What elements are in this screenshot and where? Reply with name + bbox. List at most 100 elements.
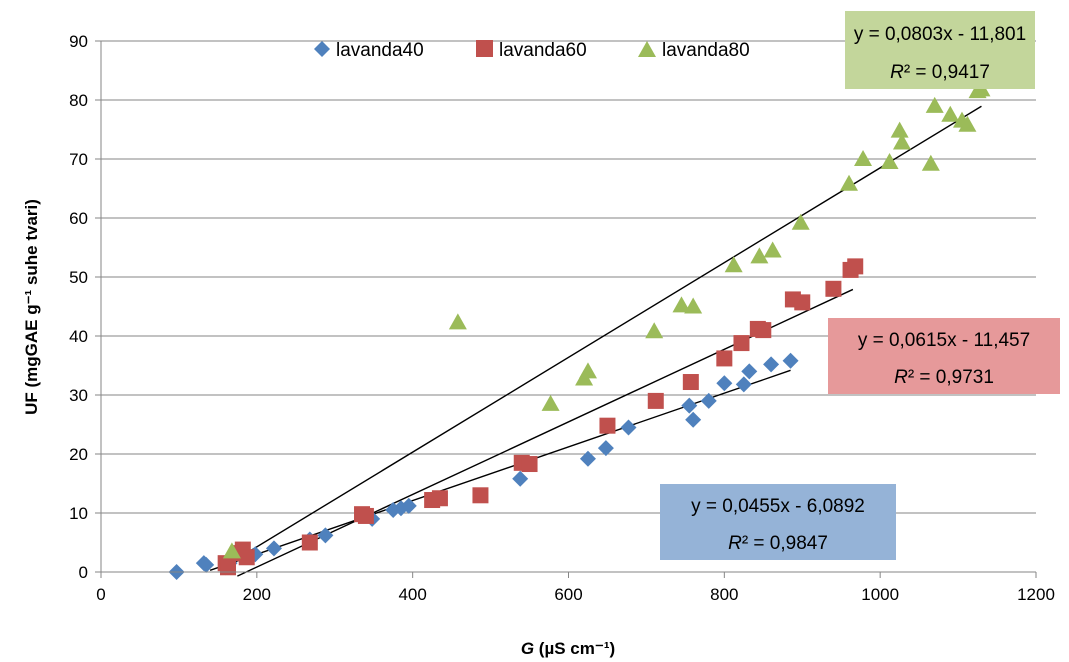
point-lavanda60 xyxy=(599,417,616,434)
point-lavanda40 xyxy=(763,356,780,373)
equation-box-lavanda80: y = 0,0803x - 11,801 R² = 0,9417 xyxy=(845,11,1035,89)
equation-box-lavanda60: y = 0,0615x - 11,457 R² = 0,9731 xyxy=(828,318,1060,394)
gridlines xyxy=(101,40,1036,514)
point-lavanda60 xyxy=(357,507,374,524)
point-lavanda60 xyxy=(431,490,448,507)
x-axis-title-italic: G xyxy=(521,639,534,658)
point-lavanda40 xyxy=(265,540,282,557)
point-lavanda60 xyxy=(521,456,538,473)
legend-marker-triangle xyxy=(638,41,656,57)
point-lavanda80 xyxy=(448,313,467,330)
point-lavanda80 xyxy=(724,256,743,273)
r2-lavanda60: R² = 0,9731 xyxy=(894,367,994,388)
point-lavanda80 xyxy=(840,174,858,191)
point-lavanda40 xyxy=(782,352,799,369)
point-lavanda60 xyxy=(238,549,255,566)
point-lavanda60 xyxy=(847,258,864,275)
point-lavanda40 xyxy=(681,397,698,414)
y-tick-label: 40 xyxy=(69,327,88,346)
point-lavanda60 xyxy=(472,487,489,504)
point-lavanda40 xyxy=(597,440,614,457)
x-axis-title-units: (µS cm⁻¹) xyxy=(534,639,615,658)
point-lavanda80 xyxy=(222,542,241,559)
x-tick-label: 400 xyxy=(398,585,426,604)
x-tick-label: 200 xyxy=(243,585,271,604)
x-axis-title: G (µS cm⁻¹) xyxy=(521,639,615,658)
x-tick-label: 1200 xyxy=(1017,585,1055,604)
legend-item-lavanda80: lavanda80 xyxy=(638,40,750,61)
y-tick-label: 50 xyxy=(69,268,88,287)
point-lavanda80 xyxy=(854,150,873,166)
legend-label-lavanda80: lavanda80 xyxy=(662,40,750,61)
point-lavanda80 xyxy=(890,121,909,138)
y-tick-label: 10 xyxy=(69,504,88,523)
equation-box-lavanda40-bg xyxy=(660,484,896,560)
point-lavanda40 xyxy=(620,419,637,436)
legend-label-lavanda60: lavanda60 xyxy=(499,40,587,61)
point-lavanda80 xyxy=(880,152,899,169)
legend-label-lavanda40: lavanda40 xyxy=(336,40,424,61)
point-lavanda80 xyxy=(763,241,782,258)
point-lavanda40 xyxy=(700,392,717,409)
point-lavanda60 xyxy=(220,559,237,576)
legend-marker-diamond xyxy=(314,41,330,57)
equation-lavanda80: y = 0,0803x - 11,801 xyxy=(854,24,1026,45)
point-lavanda40 xyxy=(512,470,529,487)
point-lavanda80 xyxy=(892,133,911,150)
legend-marker-square xyxy=(476,40,493,57)
equation-box-lavanda40: y = 0,0455x - 6,0892 R² = 0,9847 xyxy=(660,484,896,560)
equation-lavanda40: y = 0,0455x - 6,0892 xyxy=(691,496,865,517)
point-lavanda40 xyxy=(735,376,752,393)
point-lavanda80 xyxy=(925,96,944,113)
y-tick-label: 60 xyxy=(69,209,88,228)
point-lavanda40 xyxy=(741,363,758,380)
point-lavanda40 xyxy=(400,497,417,514)
x-tick-labels: 0 200 400 600 800 1000 1200 xyxy=(96,585,1055,604)
y-tick-label: 70 xyxy=(69,150,88,169)
point-lavanda40 xyxy=(685,411,702,428)
trendline-lavanda60 xyxy=(237,288,854,577)
equation-lavanda60: y = 0,0615x - 11,457 xyxy=(858,330,1030,351)
legend: lavanda40 lavanda60 lavanda80 xyxy=(314,40,750,61)
legend-item-lavanda40: lavanda40 xyxy=(314,40,424,61)
y-tick-label: 90 xyxy=(69,32,88,51)
x-tick-label: 1000 xyxy=(861,585,899,604)
point-lavanda80 xyxy=(645,322,664,339)
legend-item-lavanda60: lavanda60 xyxy=(476,40,587,61)
point-lavanda40 xyxy=(579,450,596,467)
point-lavanda60 xyxy=(755,322,772,339)
data-points xyxy=(168,80,991,580)
y-tick-labels: 0 10 20 30 40 50 60 70 80 90 xyxy=(69,32,88,582)
point-lavanda60 xyxy=(733,335,750,352)
equation-box-lavanda60-bg xyxy=(828,318,1060,394)
point-lavanda60 xyxy=(301,534,318,551)
point-lavanda80 xyxy=(921,154,940,171)
point-lavanda80 xyxy=(941,105,960,122)
trendline-lavanda80 xyxy=(225,105,982,567)
point-lavanda60 xyxy=(647,392,664,409)
x-tick-label: 600 xyxy=(554,585,582,604)
y-axis-title: UF (mgGAE g⁻¹ suhe tvari) xyxy=(22,199,41,415)
point-lavanda40 xyxy=(198,556,215,573)
y-tick-label: 30 xyxy=(69,386,88,405)
equation-box-lavanda80-bg xyxy=(845,11,1035,89)
point-lavanda60 xyxy=(716,350,733,367)
y-tick-label: 20 xyxy=(69,445,88,464)
y-tick-label: 80 xyxy=(69,91,88,110)
r2-lavanda80: R² = 0,9417 xyxy=(890,62,990,83)
point-lavanda80 xyxy=(541,394,560,411)
point-lavanda40 xyxy=(716,375,733,392)
point-lavanda80 xyxy=(958,115,977,132)
x-tick-label: 0 xyxy=(96,585,105,604)
point-lavanda80 xyxy=(791,213,810,230)
point-lavanda80 xyxy=(684,297,703,314)
r2-lavanda40: R² = 0,9847 xyxy=(728,533,828,554)
point-lavanda60 xyxy=(682,374,699,391)
x-tick-label: 800 xyxy=(710,585,738,604)
point-lavanda60 xyxy=(794,294,811,311)
point-lavanda60 xyxy=(825,280,842,297)
axes xyxy=(95,40,1037,578)
point-lavanda80 xyxy=(672,296,691,313)
point-lavanda80 xyxy=(578,362,597,379)
y-tick-label: 0 xyxy=(79,563,88,582)
